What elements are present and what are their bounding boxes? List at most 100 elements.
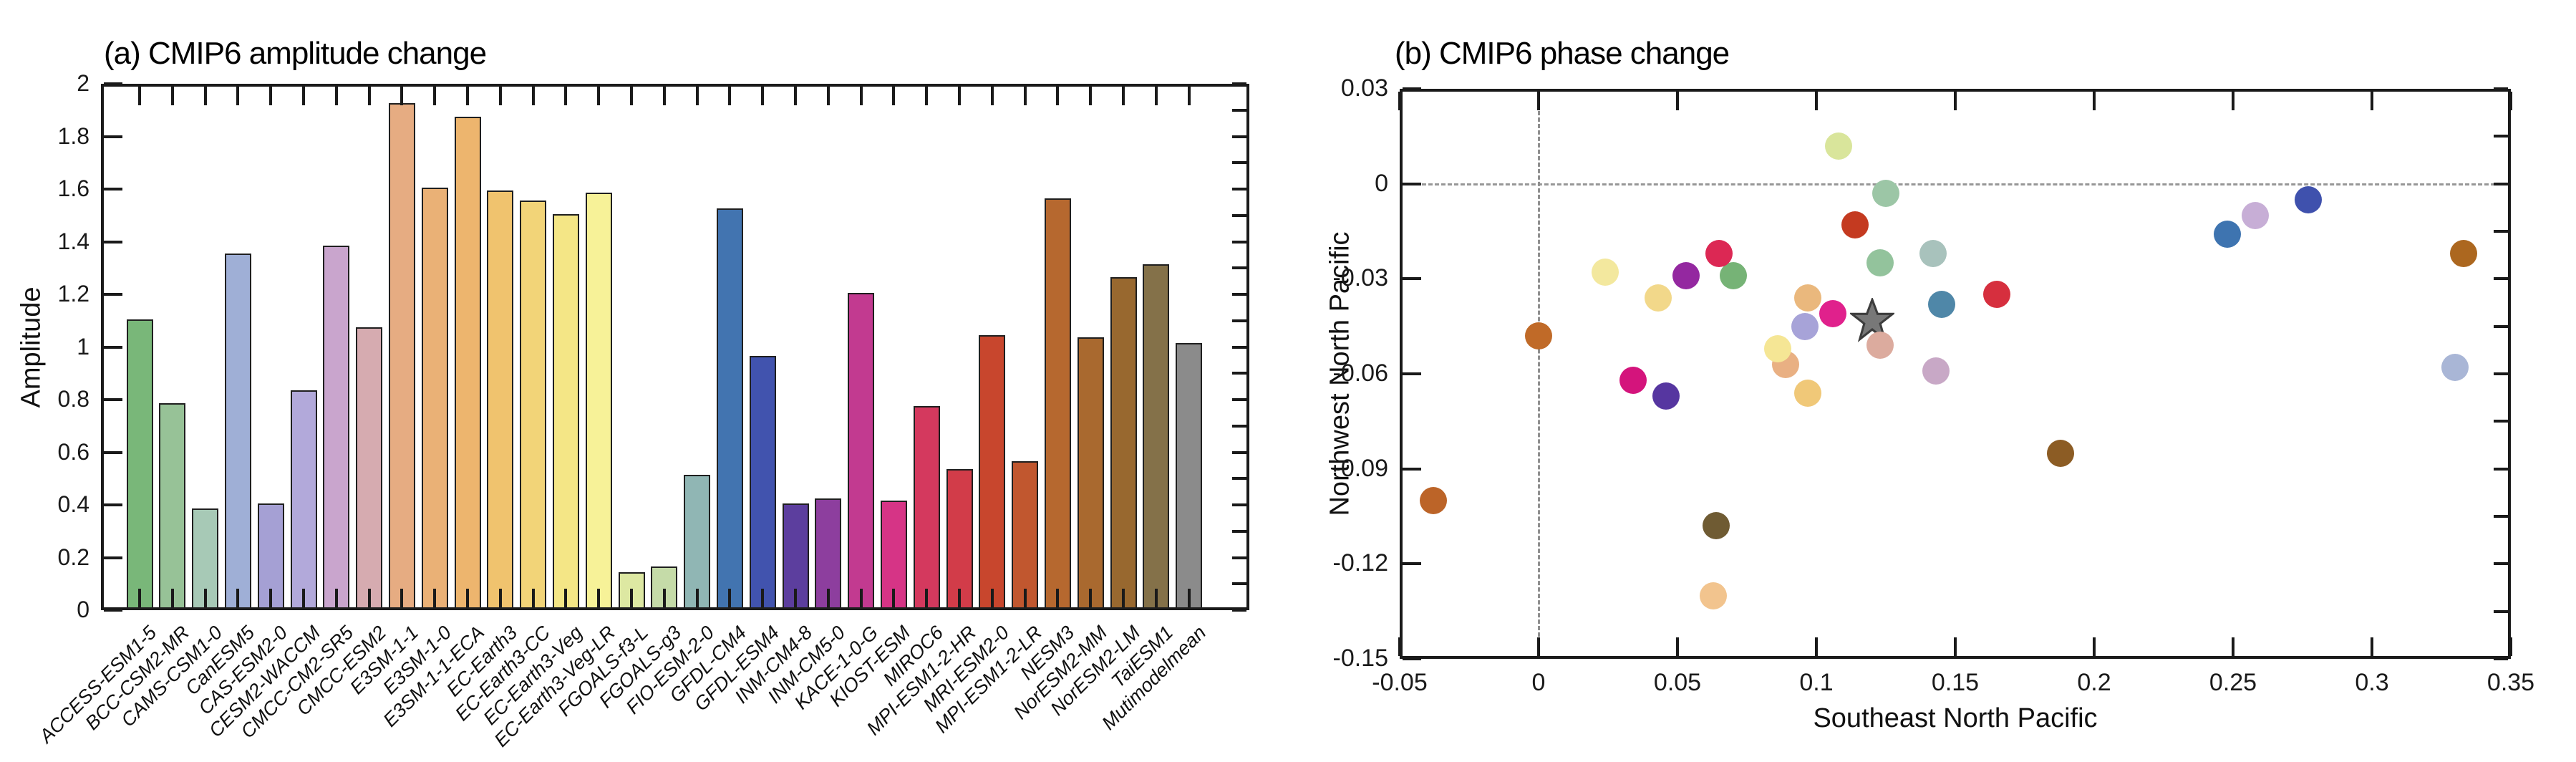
bar-NorESM2-MM — [1077, 337, 1104, 609]
panel-a-bottom-tick — [794, 589, 797, 607]
panel-a-bottom-tick — [1122, 589, 1125, 607]
panel-b-top-tick — [2371, 92, 2373, 110]
scatter-point-INM-CM4-8 — [1652, 382, 1680, 410]
panel-b-y-tick-label: -0.12 — [1332, 549, 1389, 577]
panel-a-bottom-tick — [138, 589, 141, 607]
panel-a-right-tick — [1232, 609, 1246, 612]
panel-a-right-tick — [1232, 266, 1246, 270]
scatter-point-E3SM-1-1-ECA — [1700, 582, 1728, 609]
panel-b-right-tick — [2494, 324, 2508, 328]
panel-a-bottom-tick — [630, 589, 633, 607]
bar-GFDL-ESM4 — [749, 356, 776, 609]
scatter-point-EC-Earth3-Veg-LR — [1592, 259, 1619, 286]
panel-b-x-tick — [1954, 637, 1957, 656]
panel-a-bottom-tick — [1089, 589, 1093, 607]
zero-line-horizontal — [1403, 183, 2508, 185]
panel-a-y-tick — [104, 240, 122, 243]
scatter-point-GFDL-ESM4 — [2294, 185, 2322, 213]
panel-b-y-tick — [1403, 372, 1421, 375]
panel-b-title: (b) CMIP6 phase change — [1395, 36, 1730, 71]
panel-b-y-tick — [1403, 182, 1421, 185]
bar-CMCC-ESM2 — [356, 327, 383, 609]
scatter-point-FGOALS-g3 — [1872, 179, 1899, 207]
panel-b-top-tick — [1676, 92, 1679, 110]
panel-a-y-tick-label: 2 — [77, 70, 89, 96]
scatter-point-MRI-ESM2-0 — [1841, 211, 1869, 239]
scatter-point-MIROC6 — [1705, 239, 1733, 267]
bar-NorESM2-LM — [1110, 276, 1137, 609]
panel-b-x-tick — [1676, 637, 1679, 656]
panel-a-y-tick-label: 1.8 — [57, 122, 89, 149]
panel-b-x-tick-label: 0.05 — [1653, 669, 1702, 696]
panel-a-right-tick — [1232, 372, 1246, 375]
panel-a-top-tick — [400, 87, 404, 105]
panel-a-top-tick — [695, 87, 699, 105]
panel-a-right-tick — [1232, 477, 1246, 481]
panel-a-right-tick — [1232, 108, 1246, 112]
panel-a-top-tick — [990, 87, 994, 105]
panel-a-bottom-tick — [990, 589, 994, 607]
scatter-point-CESM2-WACCM — [2242, 201, 2270, 229]
scatter-point-EC-Earth3-CC — [1644, 284, 1672, 312]
panel-b-y-tick — [1403, 562, 1421, 566]
panel-a-right-tick — [1232, 188, 1246, 190]
panel-a-right-tick — [1232, 135, 1246, 138]
panel-a-right-tick — [1232, 424, 1246, 428]
panel-a-right-tick — [1232, 161, 1246, 165]
panel-b-right-tick — [2494, 515, 2508, 518]
scatter-point-NorESM2-LM — [2047, 439, 2075, 467]
panel-a-bottom-tick — [433, 589, 437, 607]
panel-b-y-tick — [1403, 277, 1421, 281]
panel-b-x-tick — [2371, 637, 2373, 656]
panel-b-x-tick — [1815, 637, 1818, 656]
panel-a-y-tick — [104, 82, 122, 85]
panel-a-right-tick — [1232, 293, 1246, 296]
panel-a-top-tick — [925, 87, 929, 105]
bar-EC-Earth3 — [487, 190, 514, 609]
panel-b-right-tick — [2494, 277, 2508, 281]
scatter-point-FIO-ESM-2-0 — [1927, 290, 1955, 318]
panel-a-top-tick — [203, 87, 207, 105]
bar-Mutimodelmean — [1176, 342, 1203, 609]
panel-a-bottom-tick — [367, 589, 371, 607]
panel-b-top-tick — [1954, 92, 1957, 110]
bar-TaiESM1 — [1143, 264, 1170, 609]
scatter-point-GFDL-CM4 — [2214, 221, 2242, 249]
panel-a-right-tick — [1232, 450, 1246, 454]
bar-NESM3 — [1044, 198, 1071, 609]
panel-a-top-tick — [138, 87, 141, 105]
panel-a-y-tick — [104, 345, 122, 349]
panel-b-y-tick-label: 0.03 — [1340, 74, 1388, 102]
bar-EC-Earth3-CC — [520, 201, 547, 609]
panel-b-right-tick — [2494, 87, 2508, 90]
scatter-point-ACCESS-ESM1-5 — [1719, 261, 1747, 289]
scatter-point-MPI-ESM1-2-HR — [1983, 281, 2011, 309]
panel-a-y-tick — [104, 450, 122, 454]
panel-b-x-tick-label: 0.35 — [2487, 669, 2535, 696]
panel-b-right-tick — [2494, 609, 2508, 613]
scatter-point-CAMS-CSM1-0 — [1919, 239, 1947, 267]
panel-a-y-tick-label: 0.4 — [57, 491, 89, 517]
scatter-point-KIOST-ESM — [1619, 366, 1647, 394]
panel-a-top-tick — [761, 87, 765, 105]
panel-b-x-tick-label: 0 — [1531, 669, 1546, 696]
panel-a-y-tick-label: 0.6 — [57, 438, 89, 465]
scatter-point-CMCC-CM2-SR5 — [1922, 357, 1950, 385]
scatter-point-EC-Earth3-Veg — [1763, 334, 1791, 362]
panel-b-y-tick-label: -0.15 — [1332, 645, 1389, 672]
panel-a-y-tick — [104, 293, 122, 296]
scatter-point-EC-Earth3 — [1794, 379, 1822, 407]
panel-a-y-tick-label: 0 — [77, 597, 89, 622]
panel-a-bottom-tick — [400, 589, 404, 607]
panel-a-top-tick — [302, 87, 305, 105]
panel-a-y-tick-label: 1 — [77, 333, 89, 360]
panel-a-top-tick — [564, 87, 568, 105]
bar-MIROC6 — [913, 406, 940, 609]
panel-a-bottom-tick — [1187, 589, 1191, 607]
panel-b-right-tick — [2494, 372, 2508, 375]
panel-a-top-tick — [1056, 87, 1060, 105]
scatter-point-KACE-1-0-G — [1819, 299, 1847, 327]
multimodel-mean-star-marker — [1848, 296, 1896, 346]
scatter-point-BCC-CSM2-MR — [1866, 249, 1894, 277]
panel-a-top-tick — [1187, 87, 1191, 105]
